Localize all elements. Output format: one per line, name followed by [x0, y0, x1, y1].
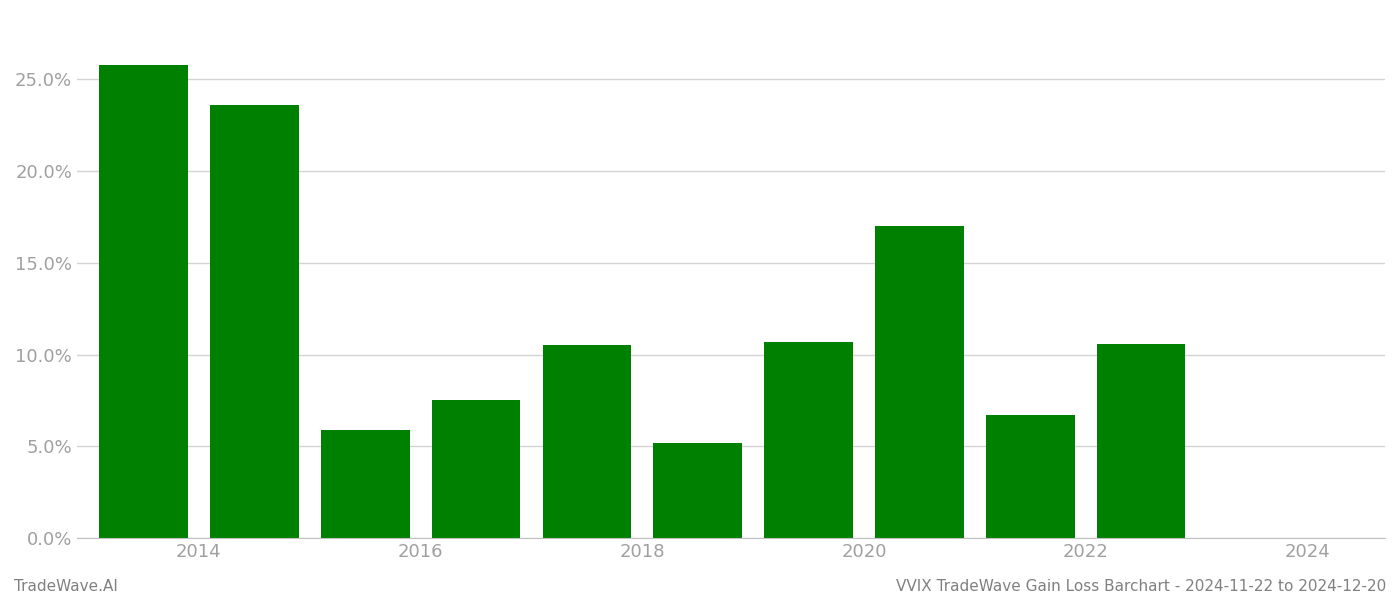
Bar — [1096, 344, 1186, 538]
Bar — [764, 342, 853, 538]
Bar — [321, 430, 410, 538]
Bar — [210, 105, 298, 538]
Bar — [875, 226, 963, 538]
Bar — [986, 415, 1075, 538]
Bar — [654, 443, 742, 538]
Bar — [543, 346, 631, 538]
Text: TradeWave.AI: TradeWave.AI — [14, 579, 118, 594]
Bar — [99, 65, 188, 538]
Text: VVIX TradeWave Gain Loss Barchart - 2024-11-22 to 2024-12-20: VVIX TradeWave Gain Loss Barchart - 2024… — [896, 579, 1386, 594]
Bar — [431, 400, 521, 538]
